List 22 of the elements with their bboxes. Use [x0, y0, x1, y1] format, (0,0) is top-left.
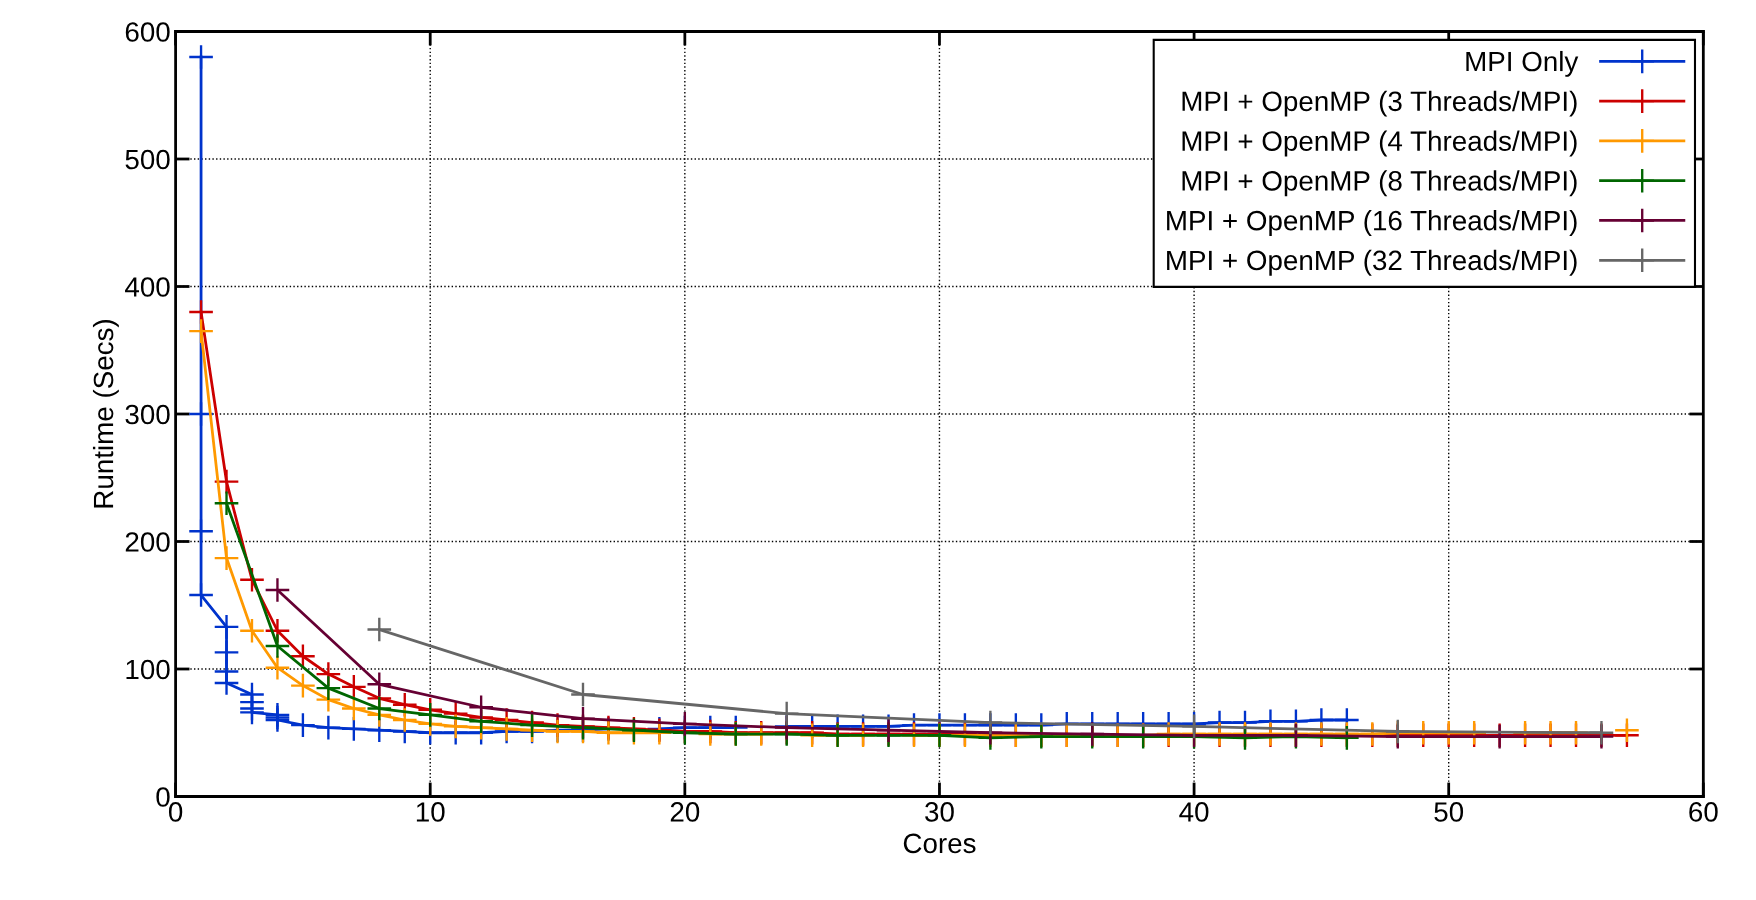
legend-label: MPI + OpenMP (8 Threads/MPI) — [1182, 170, 1577, 197]
y-tick-label: 0 — [156, 787, 170, 807]
x-tick-label: 30 — [925, 802, 954, 822]
y-axis-title: Runtime (Secs) — [92, 320, 119, 508]
x-axis-title: Cores — [903, 833, 976, 854]
x-tick-label: 60 — [1689, 802, 1718, 822]
legend-label: MPI Only — [1466, 50, 1579, 77]
x-tick-label: 40 — [1179, 802, 1209, 822]
y-tick-label: 100 — [126, 659, 170, 680]
legend-label: MPI + OpenMP (3 Threads/MPI) — [1182, 90, 1577, 117]
y-tick-label: 400 — [125, 277, 170, 297]
y-tick-label: 300 — [125, 404, 170, 425]
legend-label: MPI + OpenMP (16 Threads/MPI) — [1167, 210, 1577, 236]
x-tick-label: 10 — [416, 802, 445, 822]
x-tick-label: 0 — [168, 802, 183, 822]
legend-label: MPI + OpenMP (32 Threads/MPI) — [1167, 249, 1577, 276]
x-tick-label: 20 — [670, 802, 700, 822]
y-tick-label: 500 — [125, 149, 170, 170]
x-tick-label: 50 — [1434, 802, 1464, 822]
y-tick-label: 200 — [125, 532, 170, 552]
y-tick-label: 600 — [125, 22, 170, 42]
legend-label: MPI + OpenMP (4 Threads/MPI) — [1182, 130, 1577, 157]
